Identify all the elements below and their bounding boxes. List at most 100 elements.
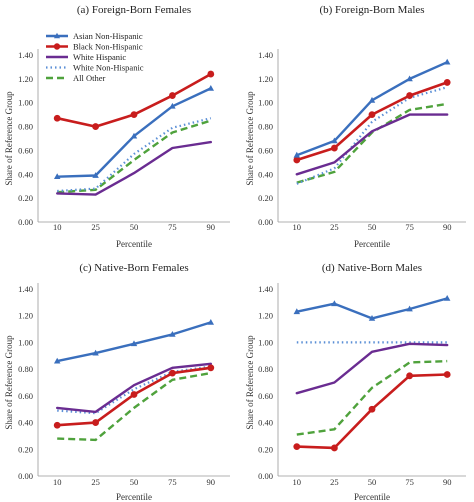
series-line-all-other [296,359,448,436]
x-tick-label: 25 [91,477,100,487]
y-tick-label: 1.00 [18,98,33,108]
y-tick-label: 0.60 [18,145,33,155]
chart-title: (d) Native-Born Males [322,262,422,274]
legend-label: White Non-Hispanic [73,63,144,73]
series-line-white-non-hispanic [57,365,211,415]
chart-panel-2: (b) Foreign-Born Males 0.00 0.20 0.40 0.60 0.… [245,4,466,249]
y-tick-label: 1.40 [258,284,273,294]
data-point-black-non-hispanic [207,364,215,372]
x-tick-label: 90 [207,222,216,232]
data-point-black-non-hispanic [130,111,138,119]
y-tick-label: 1.00 [258,98,273,108]
data-point-asian-non-hispanic [207,318,215,325]
y-tick-label: 0.40 [258,169,273,179]
data-point-asian-non-hispanic [443,58,451,65]
data-point-black-non-hispanic [331,144,338,152]
x-tick-label: 75 [168,222,177,232]
legend-label: White Hispanic [73,52,126,62]
y-tick-label: 0.20 [258,444,273,454]
x-tick-label: 10 [53,222,62,232]
x-tick-label: 50 [130,222,139,232]
y-axis-label: Share of Reference Group [4,335,14,430]
legend-marker [53,32,61,39]
chart-panel-3: (c) Native-Born Females 0.00 0.20 0.40 0.60 0… [4,262,230,502]
y-tick-label: 0.40 [18,418,33,428]
data-point-black-non-hispanic [293,156,301,164]
x-tick-label: 50 [368,477,377,487]
y-tick-label: 0.80 [258,122,273,132]
data-point-black-non-hispanic [368,405,376,413]
y-tick-label: 0.80 [18,364,33,374]
y-tick-label: 0.80 [18,122,33,132]
data-point-asian-non-hispanic [368,96,376,103]
data-point-asian-non-hispanic [406,305,413,312]
chart-panel-4: (d) Native-Born Males 0.00 0.20 0.40 0.60 0.8… [245,262,466,502]
y-tick-label: 0.20 [18,193,33,203]
y-axis-label: Share of Reference Group [245,335,255,430]
chart-panel-1: (a) Foreign-Born Females 0.00 0.20 0.40 0.60… [4,4,230,249]
legend-label: All Other [73,73,106,83]
x-tick-label: 90 [443,222,452,232]
data-point-black-non-hispanic [443,79,451,86]
data-point-asian-non-hispanic [169,102,176,109]
data-point-black-non-hispanic [443,371,451,378]
data-point-asian-non-hispanic [406,75,413,82]
data-point-black-non-hispanic [368,111,376,119]
y-tick-label: 0.20 [18,444,33,454]
series-line-all-other [57,119,212,194]
x-tick-label: 75 [405,477,414,487]
data-point-asian-non-hispanic [169,331,176,337]
data-point-black-non-hispanic [53,421,61,429]
y-tick-label: 0.00 [18,217,33,227]
y-tick-label: 1.40 [258,50,273,60]
data-point-black-non-hispanic [92,419,99,426]
data-point-black-non-hispanic [406,372,413,380]
series-line-white-hispanic [56,140,213,196]
series-line-white-non-hispanic [296,86,448,185]
x-tick-label: 25 [330,477,339,487]
data-point-asian-non-hispanic [53,173,61,180]
data-point-asian-non-hispanic [331,300,338,307]
x-tick-label: 90 [443,477,452,487]
x-axis-label: Percentile [354,239,390,249]
x-tick-label: 10 [293,477,302,487]
data-point-asian-non-hispanic [443,294,451,301]
data-point-black-non-hispanic [92,123,99,130]
series-line-white-hispanic [295,342,449,395]
x-axis-label: Percentile [116,492,152,502]
y-tick-label: 0.80 [258,364,273,374]
y-tick-label: 0.40 [18,169,33,179]
series-line-asian-non-hispanic [56,87,213,178]
y-tick-label: 0.00 [18,471,33,481]
series-line-white-hispanic [295,113,449,176]
chart-title: (a) Foreign-Born Females [77,4,191,16]
y-tick-label: 1.20 [18,311,33,321]
series-line-white-non-hispanic [57,117,212,193]
x-tick-label: 25 [330,222,339,232]
chart-title: (c) Native-Born Females [79,262,188,274]
y-tick-label: 1.00 [258,337,273,347]
x-tick-label: 10 [293,222,302,232]
x-tick-label: 50 [368,222,377,232]
data-point-asian-non-hispanic [293,151,301,158]
data-point-black-non-hispanic [169,369,176,377]
y-tick-label: 0.40 [258,418,273,428]
data-point-asian-non-hispanic [92,349,99,356]
data-point-asian-non-hispanic [331,137,338,144]
y-tick-label: 0.00 [258,471,273,481]
data-point-black-non-hispanic [293,443,301,451]
data-point-asian-non-hispanic [207,85,215,91]
data-point-asian-non-hispanic [130,340,138,347]
data-point-black-non-hispanic [406,92,413,99]
data-point-black-non-hispanic [53,114,61,122]
y-axis-label: Share of Reference Group [245,91,255,186]
x-tick-label: 90 [207,477,216,487]
y-tick-label: 1.00 [18,337,33,347]
y-tick-label: 0.60 [258,391,273,401]
y-tick-label: 0.60 [258,145,273,155]
legend-label: Asian Non-Hispanic [73,31,143,41]
y-tick-label: 0.60 [18,391,33,401]
x-tick-label: 10 [53,477,62,487]
x-tick-label: 75 [168,477,177,487]
